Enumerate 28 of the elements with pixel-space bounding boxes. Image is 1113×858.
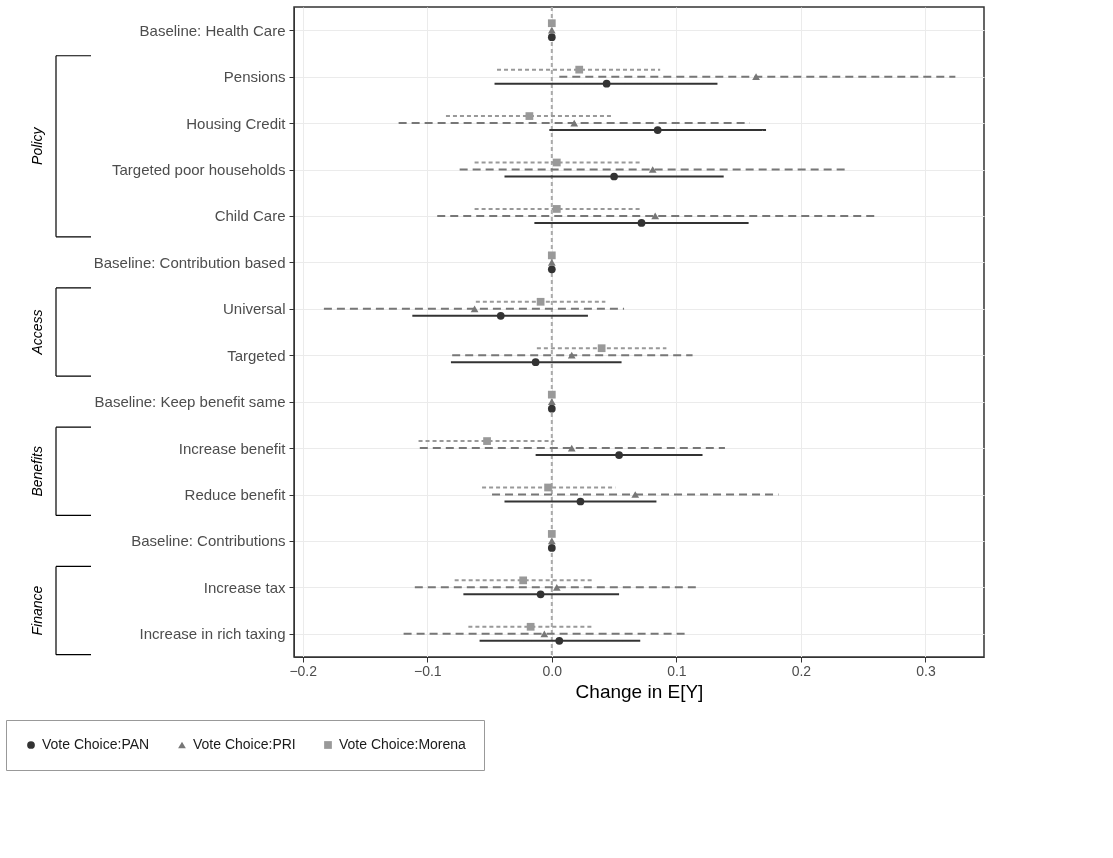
x-tick-label: −0.1 [413, 662, 442, 679]
text: Finance [29, 585, 45, 636]
x-tick-label: 0.2 [791, 662, 812, 679]
y-tick-label: Increase in rich taxing [139, 625, 286, 643]
y-tick-label: Reduce benefit [184, 486, 287, 503]
x-tick-label: 0.3 [916, 662, 936, 679]
y-tick-label: Increase benefit [178, 439, 287, 457]
y-tick-label: Baseline: Health Care [139, 21, 286, 39]
x-tick-label: 0.1 [667, 662, 687, 679]
legend-label: Vote Choice:PAN [42, 736, 150, 752]
y-tick-label: Universal [222, 300, 286, 318]
x-axis-title: Change in E[Y] [575, 680, 704, 702]
x-tick-label: 0.0 [542, 662, 563, 679]
y-tick-label: Targeted [227, 346, 286, 364]
y-tick-label: Pensions [223, 68, 286, 86]
legend-label: Vote Choice:Morena [339, 736, 467, 752]
y-tick-label: Targeted poor households [112, 161, 286, 178]
text: Policy [29, 126, 45, 165]
y-tick-label: Increase tax [203, 578, 286, 596]
y-tick-label: Child Care [214, 207, 286, 225]
y-tick-label: Baseline: Keep benefit same [94, 393, 286, 411]
y-tick-label: Housing Credit [186, 114, 287, 132]
text: Access [29, 309, 45, 356]
y-tick-label: Baseline: Contribution based [93, 253, 286, 271]
y-tick-label: Baseline: Contributions [131, 532, 286, 550]
legend-label: Vote Choice:PRI [193, 736, 296, 752]
text: Benefits [29, 445, 45, 497]
x-tick-label: −0.2 [289, 662, 318, 679]
